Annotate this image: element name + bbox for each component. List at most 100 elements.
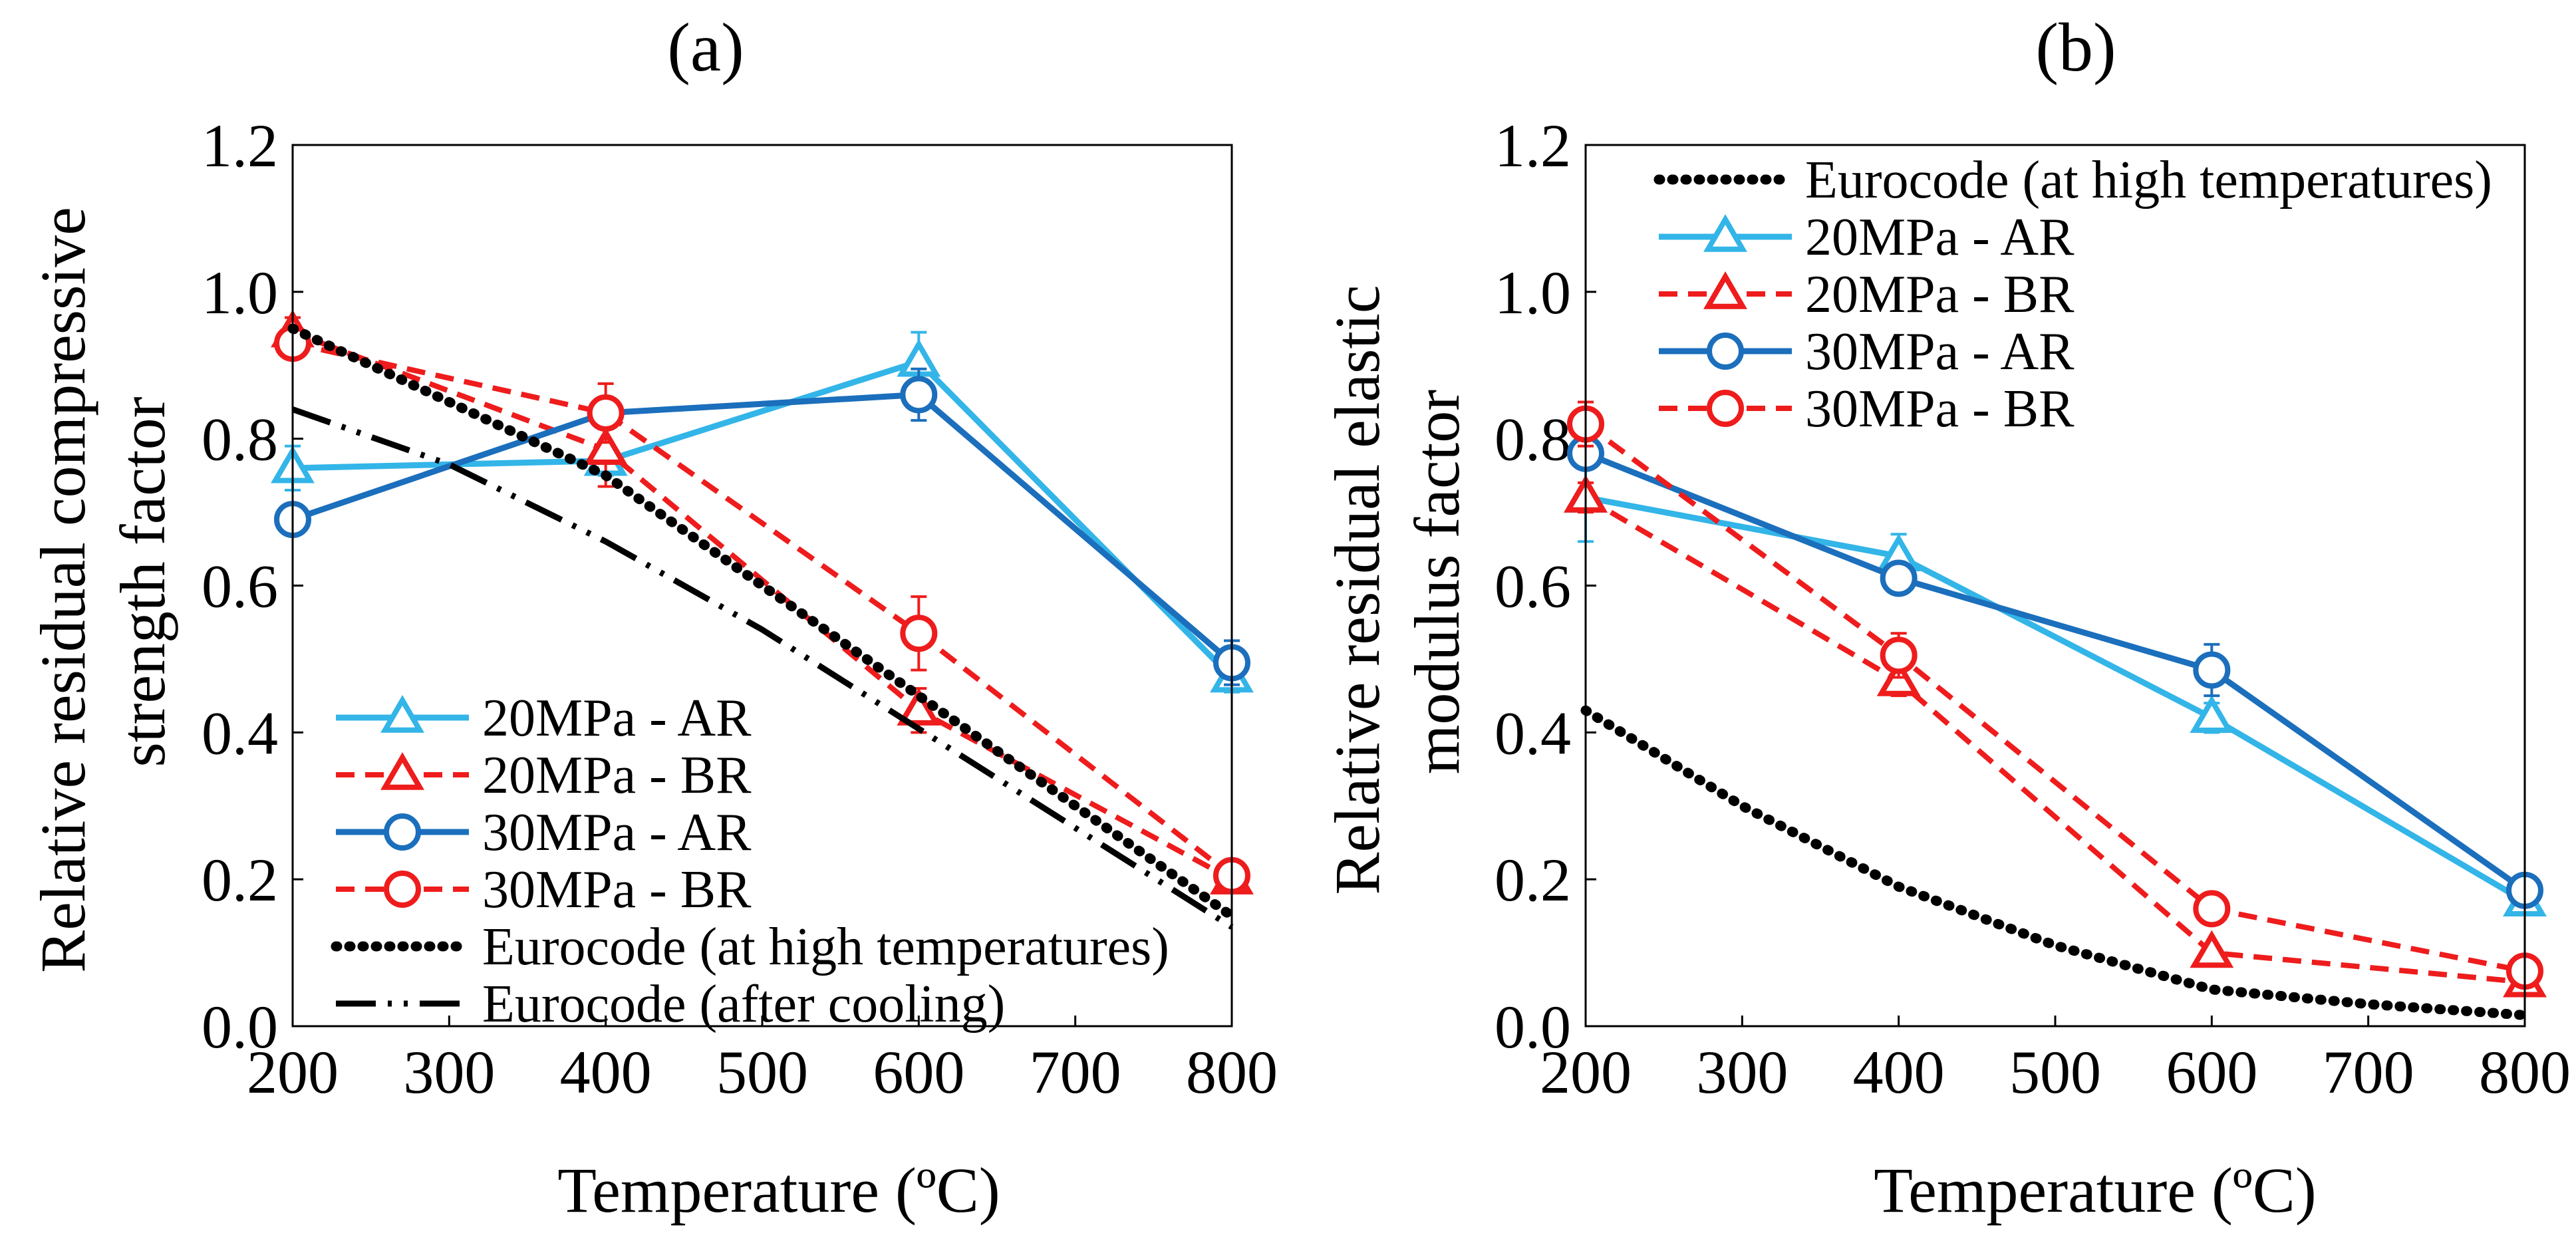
panel-a-x-tick-label-700: 700 bbox=[1030, 1038, 1121, 1106]
panel-a-legend-label-eurocode-after-cooling: Eurocode (after cooling) bbox=[482, 975, 1005, 1034]
panel-a-legend-entry-eurocode-at-high-temperatures: Eurocode (at high temperatures) bbox=[331, 918, 1169, 976]
panel-b-series-30mpa-ar-point-400 bbox=[1880, 559, 1918, 597]
panel-a-y-tick-label-0-8: 0.8 bbox=[202, 406, 278, 474]
panel-b-y-axis-title: Relative residual elastic modulus factor bbox=[1322, 269, 1473, 895]
panel-a-axis-ticks: 200 300 400 500 600 700 800 0.0 0.2 0.4 0.6 0.8 1.0 1… bbox=[202, 112, 1278, 1106]
panel-b-y-axis-title-line-2: modulus factor bbox=[1401, 390, 1473, 775]
panel-a-x-axis-title: Temperature (ºC) bbox=[557, 1155, 1000, 1226]
panel-b-y-tick-label-0-0: 0.0 bbox=[1495, 993, 1571, 1061]
panel-a-y-tick-label-0-4: 0.4 bbox=[202, 699, 278, 767]
panel-b-series-20mpa-br-point-600 bbox=[2190, 930, 2234, 968]
panel-a-legend-entry-20mpa-br: 20MPa - BR bbox=[336, 746, 752, 805]
panel-a: (a) Relative residual compressive streng… bbox=[27, 9, 1278, 1226]
panel-b-label: (b) bbox=[2035, 9, 2116, 86]
panel-a-y-tick-label-1-0: 1.0 bbox=[202, 259, 278, 327]
panel-b-legend-marker-30mpa-ar bbox=[1707, 333, 1744, 370]
panel-a-x-tick-label-200: 200 bbox=[247, 1038, 339, 1106]
panel-a-y-tick-label-0-2: 0.2 bbox=[202, 846, 278, 914]
panel-a-x-tick-label-400: 400 bbox=[560, 1038, 652, 1106]
panel-a-series-20mpa-br-point-400 bbox=[583, 427, 628, 465]
panel-b-legend-entry-20mpa-br: 20MPa - BR bbox=[1659, 265, 2075, 324]
panel-b-legend-label-eurocode-at-high-temperatures: Eurocode (at high temperatures) bbox=[1805, 151, 2492, 209]
panel-b-legend-label-30mpa-ar: 30MPa - AR bbox=[1805, 323, 2075, 381]
panel-b-series-30mpa-br-line bbox=[1584, 422, 2525, 974]
panel-a-x-tick-label-300: 300 bbox=[403, 1038, 495, 1106]
panel-b-y-tick-label-0-4: 0.4 bbox=[1495, 699, 1571, 767]
panel-b-legend-label-20mpa-ar: 20MPa - AR bbox=[1805, 208, 2075, 267]
panel-b-legend: Eurocode (at high temperatures)20MPa - A… bbox=[1653, 151, 2492, 438]
panel-b-x-tick-label-400: 400 bbox=[1853, 1038, 1945, 1106]
panel-b-plot-frame bbox=[1584, 144, 2526, 1028]
panel-a-legend-entry-30mpa-br: 30MPa - BR bbox=[336, 861, 752, 919]
panel-b-x-tick-label-200: 200 bbox=[1540, 1038, 1632, 1106]
panel-a-series-30mpa-br-line bbox=[292, 341, 1234, 878]
panel-b: (b) Relative residual elastic modulus fa… bbox=[1322, 9, 2571, 1226]
panel-a-x-tick-label-800: 800 bbox=[1186, 1038, 1278, 1106]
panel-b-legend-label-30mpa-br: 30MPa - BR bbox=[1805, 380, 2075, 438]
panel-a-legend-label-30mpa-ar: 30MPa - AR bbox=[482, 803, 752, 862]
panel-a-series-30mpa-ar-point-600 bbox=[900, 376, 938, 414]
panel-a-series-30mpa-ar-line bbox=[291, 391, 1234, 665]
panel-b-x-tick-label-700: 700 bbox=[2323, 1038, 2414, 1106]
panel-b-legend-entry-eurocode-at-high-temperatures: Eurocode (at high temperatures) bbox=[1653, 151, 2492, 209]
panel-b-y-axis-title-line-1: Relative residual elastic bbox=[1322, 285, 1393, 895]
panel-b-legend-entry-30mpa-br: 30MPa - BR bbox=[1659, 380, 2075, 438]
panel-a-series-30mpa-br-point-600 bbox=[900, 615, 938, 652]
panel-a-legend-label-30mpa-br: 30MPa - BR bbox=[482, 861, 752, 919]
panel-a-y-tick-label-1-2: 1.2 bbox=[202, 112, 278, 180]
panel-a-series-20mpa-br-point-600 bbox=[897, 688, 941, 726]
panel-a-legend-label-20mpa-br: 20MPa - BR bbox=[482, 746, 752, 805]
panel-a-plot-area bbox=[271, 309, 1254, 930]
panel-b-series-eurocode-at-high-temperatures-line bbox=[1580, 705, 2530, 1020]
panel-a-legend-marker-30mpa-br bbox=[384, 871, 421, 908]
panel-a-legend-label-20mpa-ar: 20MPa - AR bbox=[482, 689, 752, 748]
panel-a-series-eurocode-after-cooling-line bbox=[291, 406, 1234, 930]
panel-b-x-tick-label-500: 500 bbox=[2009, 1038, 2101, 1106]
panel-a-plot-frame bbox=[291, 144, 1233, 1028]
panel-a-legend-marker-30mpa-ar bbox=[384, 813, 421, 851]
panel-b-y-tick-label-1-0: 1.0 bbox=[1495, 259, 1571, 327]
panel-b-legend-marker-20mpa-br bbox=[1703, 271, 1747, 309]
panel-a-y-tick-label-0-6: 0.6 bbox=[202, 553, 278, 620]
panel-a-y-axis-title: Relative residual compressive strength f… bbox=[27, 191, 178, 973]
panel-b-legend-label-20mpa-br: 20MPa - BR bbox=[1805, 265, 2075, 324]
panel-b-y-tick-label-0-6: 0.6 bbox=[1495, 553, 1571, 620]
panel-a-legend-label-eurocode-at-high-temperatures: Eurocode (at high temperatures) bbox=[482, 918, 1169, 976]
panel-b-series-eurocode-at-high-temperatures bbox=[1580, 705, 2530, 1020]
panel-a-legend-marker-20mpa-ar bbox=[380, 695, 424, 733]
panel-a-legend-marker-20mpa-br bbox=[380, 752, 424, 790]
panel-a-x-tick-label-600: 600 bbox=[873, 1038, 964, 1106]
panel-a-x-tick-label-500: 500 bbox=[716, 1038, 808, 1106]
panel-b-x-tick-label-600: 600 bbox=[2166, 1038, 2257, 1106]
panel-b-series-30mpa-ar-line bbox=[1584, 450, 2527, 893]
panel-b-series-30mpa-br-point-400 bbox=[1880, 636, 1918, 674]
panel-b-legend-entry-30mpa-ar: 30MPa - AR bbox=[1659, 323, 2075, 381]
panel-a-legend-entry-eurocode-after-cooling: Eurocode (after cooling) bbox=[336, 975, 1005, 1034]
panel-b-legend-entry-20mpa-ar: 20MPa - AR bbox=[1659, 208, 2075, 267]
panel-a-y-axis-title-line-2: strength factor bbox=[107, 396, 178, 767]
panel-a-series-30mpa-br-point-400 bbox=[587, 394, 625, 432]
panel-b-y-tick-label-1-2: 1.2 bbox=[1495, 112, 1571, 180]
panel-a-series-eurocode-at-high-temperatures bbox=[287, 323, 1237, 921]
panel-a-legend-entry-20mpa-ar: 20MPa - AR bbox=[336, 689, 752, 748]
panel-a-series-eurocode-after-cooling bbox=[291, 406, 1234, 930]
panel-b-series-20mpa-ar-line bbox=[1585, 494, 2527, 904]
panel-b-x-tick-label-300: 300 bbox=[1696, 1038, 1788, 1106]
panel-a-legend-entry-30mpa-ar: 30MPa - AR bbox=[336, 803, 752, 862]
panel-b-legend-marker-30mpa-br bbox=[1707, 390, 1744, 427]
panel-b-series-20mpa-br-line bbox=[1584, 495, 2525, 985]
panel-a-y-axis-title-line-1: Relative residual compressive bbox=[27, 207, 98, 973]
panel-b-series-30mpa-br-point-600 bbox=[2193, 890, 2231, 928]
panel-b-x-axis-title: Temperature (ºC) bbox=[1874, 1155, 2316, 1226]
panel-b-x-tick-label-800: 800 bbox=[2479, 1038, 2571, 1106]
panel-b-y-tick-label-0-8: 0.8 bbox=[1495, 406, 1571, 474]
panel-b-series-30mpa-ar-point-600 bbox=[2193, 651, 2231, 689]
panel-b-series-20mpa-ar-point-600 bbox=[2190, 695, 2234, 733]
panel-b-y-tick-label-0-2: 0.2 bbox=[1495, 846, 1571, 914]
panel-a-y-tick-label-0-0: 0.0 bbox=[202, 993, 278, 1061]
panel-b-legend-marker-20mpa-ar bbox=[1703, 214, 1747, 252]
panel-a-label: (a) bbox=[667, 9, 744, 86]
